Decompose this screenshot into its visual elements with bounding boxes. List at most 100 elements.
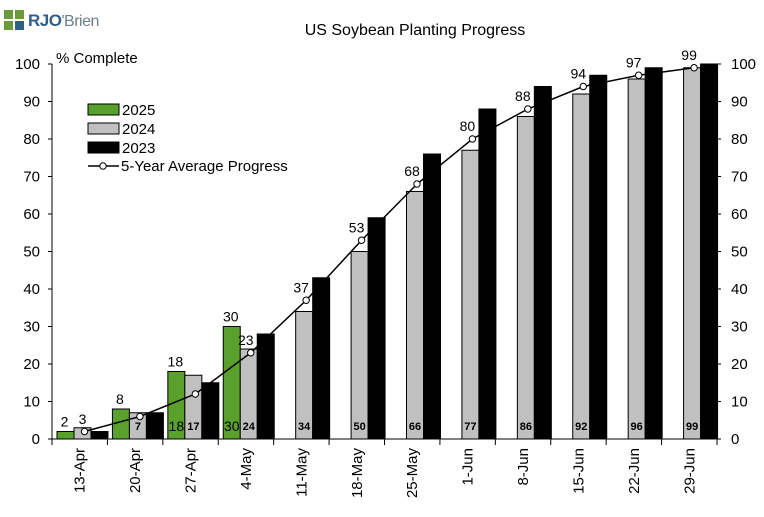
bar-value-label-2024: 66 — [409, 421, 421, 433]
bar-value-label-2024: 34 — [298, 421, 311, 433]
average-progress-point — [413, 180, 421, 188]
bar-value-label-2025: 8 — [116, 391, 124, 407]
bar-2023 — [256, 333, 275, 440]
x-tick-label: 15-Jun — [570, 448, 587, 494]
x-tick-label: 29-Jun — [681, 448, 698, 494]
average-progress-point — [80, 427, 89, 436]
x-tick-label: 20-Apr — [127, 448, 144, 493]
legend-swatch-average-point — [99, 162, 107, 170]
bar-value-label-2024: 50 — [353, 421, 365, 433]
y-tick-label-right: 0 — [731, 431, 739, 448]
average-progress-point — [524, 105, 532, 113]
legend-label-2024: 2024 — [122, 121, 155, 138]
bar-2025 — [56, 431, 75, 440]
bar-2024 — [627, 78, 646, 440]
average-value-label: 99 — [681, 47, 697, 63]
average-progress-point — [247, 349, 255, 357]
bar-2023 — [367, 217, 386, 440]
average-value-label: 97 — [626, 54, 642, 70]
average-value-label: 80 — [460, 118, 476, 134]
y-tick-label-left: 50 — [23, 244, 40, 261]
average-value-label: 88 — [515, 88, 531, 104]
legend-label-average: 5-Year Average Progress — [121, 158, 288, 175]
bar-2023 — [201, 382, 220, 440]
bar-2024 — [295, 311, 314, 440]
logo-mark-icon — [4, 10, 26, 32]
x-tick-label: 8-Jun — [515, 448, 532, 486]
legend-swatch-2023 — [87, 141, 120, 154]
legend-swatch-2025 — [87, 103, 120, 116]
y-tick-label-left: 90 — [23, 94, 40, 111]
x-tick-label: 4-May — [238, 448, 255, 490]
bar-2023 — [423, 153, 441, 440]
bar-2023 — [700, 63, 719, 440]
y-tick-label-left: 20 — [23, 356, 40, 373]
x-tick-label: 18-May — [349, 448, 366, 499]
average-progress-point — [302, 296, 310, 304]
bar-value-label-2024: 7 — [135, 421, 141, 433]
average-value-label: 53 — [349, 219, 365, 235]
y-tick-label-left: 40 — [23, 281, 40, 298]
average-progress-point — [468, 135, 477, 143]
y-tick-label-left: 30 — [23, 319, 40, 336]
bar-2024 — [461, 149, 480, 440]
y-tick-label-right: 80 — [731, 131, 748, 148]
y-tick-label-right: 50 — [731, 244, 748, 261]
y-axis-label: % Complete — [56, 50, 138, 67]
average-value-label: 68 — [404, 163, 420, 179]
legend-label-2023: 2023 — [122, 140, 155, 157]
y-tick-label-left: 60 — [23, 206, 40, 223]
legend-swatch-2024 — [87, 122, 120, 135]
y-tick-label-right: 100 — [731, 56, 756, 73]
bar-value-label-2025: 2 — [61, 414, 69, 430]
y-tick-label-right: 10 — [731, 394, 748, 411]
bar-2024 — [350, 251, 369, 440]
axes: 0 0 10 10 20 20 30 30 40 40 50 50 60 60 70 70 80 80 90 90 10… — [15, 56, 756, 498]
logo: RJO'Brien — [4, 8, 99, 34]
average-value-label: 37 — [293, 279, 309, 295]
bar-2024 — [406, 191, 424, 440]
y-tick-label-left: 100 — [15, 56, 40, 73]
average-line-group — [80, 64, 698, 436]
bar-2023 — [589, 74, 608, 440]
y-tick-label-left: 0 — [32, 431, 40, 448]
x-tick-label: 22-Jun — [626, 448, 643, 494]
y-tick-label-right: 40 — [731, 281, 748, 298]
y-tick-label-right: 20 — [731, 356, 748, 373]
chart-title: US Soybean Planting Progress — [305, 22, 526, 39]
logo-text: RJO'Brien — [28, 11, 99, 30]
bar-value-label-2024: 86 — [520, 421, 532, 433]
bar-2023 — [478, 108, 497, 440]
bar-value-label-2024: 17 — [187, 421, 199, 433]
average-progress-line — [84, 67, 695, 433]
legend-label-2025: 2025 — [122, 102, 155, 119]
y-tick-label-right: 30 — [731, 319, 748, 336]
y-tick-label-left: 80 — [23, 131, 40, 148]
y-tick-label-left: 10 — [23, 394, 40, 411]
average-progress-point — [579, 82, 587, 91]
y-tick-label-right: 90 — [731, 94, 748, 111]
x-tick-label: 11-May — [293, 448, 310, 497]
average-value-label: 23 — [238, 332, 254, 348]
x-tick-label: 25-May — [404, 448, 421, 499]
bar-value-label-2024: 3 — [79, 411, 87, 427]
bar-value-label-2025-base: 30 — [224, 418, 240, 434]
bar-2024 — [683, 67, 702, 440]
bar-2024 — [572, 93, 591, 440]
x-tick-label: 13-Apr — [72, 448, 89, 493]
y-tick-label-left: 70 — [23, 169, 40, 186]
bar-value-label-2024: 99 — [686, 421, 698, 433]
bar-2024 — [516, 116, 535, 440]
y-tick-label-right: 60 — [731, 206, 748, 223]
bar-2023 — [533, 86, 552, 440]
average-progress-point — [136, 412, 144, 421]
average-value-label: 94 — [570, 66, 586, 82]
bar-value-label-2025: 18 — [168, 354, 184, 370]
x-tick-label: 1-Jun — [460, 448, 477, 486]
average-progress-point — [191, 390, 200, 398]
average-progress-point — [357, 236, 366, 244]
bar-value-label-2025-base: 18 — [169, 418, 185, 434]
